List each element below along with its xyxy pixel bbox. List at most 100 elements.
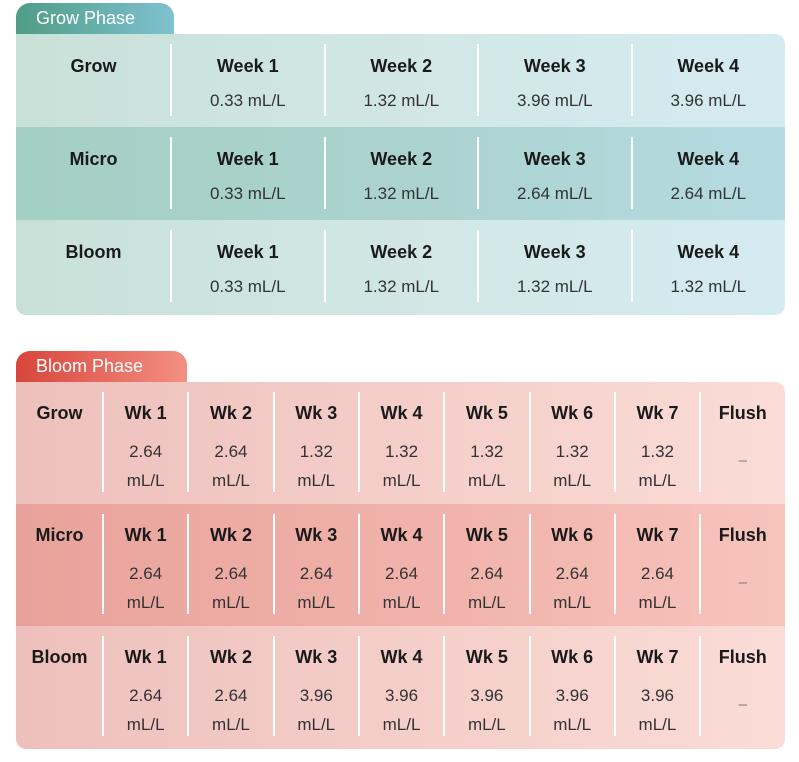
dose-value: 1.32 mL/L — [444, 437, 529, 495]
dose-amount: 2.64 — [214, 686, 248, 705]
dose-unit: mL/L — [297, 715, 336, 734]
week-cell: Week 3 2.64 mL/L — [478, 127, 632, 220]
week-cell: Week 2 1.32 mL/L — [325, 127, 479, 220]
week-label: Wk 5 — [465, 403, 508, 423]
row-name-cell: Micro — [16, 127, 171, 220]
dose-amount: 1.32 — [384, 442, 419, 461]
week-label: Week 2 — [370, 149, 433, 169]
dose-amount: 3.96 — [299, 686, 333, 705]
week-label: Week 1 — [216, 56, 279, 76]
dose-value: 3.96 mL/L — [615, 681, 700, 739]
column-divider — [613, 514, 616, 614]
week-label: Wk 2 — [209, 647, 252, 667]
empty-dash: – — [738, 452, 747, 469]
column-divider — [443, 636, 446, 736]
column-divider — [613, 392, 616, 492]
week-cell: Wk 4 1.32 mL/L — [359, 382, 444, 504]
column-divider — [699, 392, 702, 492]
dose-amount: 2.64 — [640, 564, 674, 583]
table-row: Micro Week 1 0.33 mL/L Week 2 1.32 mL/L Week … — [16, 127, 785, 220]
week-cell: Wk 6 2.64 mL/L — [530, 504, 615, 626]
table-row: Grow Week 1 0.33 mL/L Week 2 1.32 mL/L Week 3… — [16, 34, 785, 127]
empty-dash: – — [738, 574, 747, 591]
dose-unit: mL/L — [212, 715, 250, 734]
row-name: Micro — [35, 525, 84, 545]
column-divider — [187, 392, 190, 492]
dose-unit: mL/L — [126, 471, 165, 490]
dose-value: 3.96 mL/L — [530, 681, 615, 739]
row-name-cell: Bloom — [16, 220, 171, 313]
dose-value: 2.64 mL/L — [103, 559, 188, 617]
column-divider — [357, 636, 360, 736]
week-label: Week 3 — [523, 149, 586, 169]
dose-unit: mL/L — [212, 593, 250, 612]
week-label: Wk 5 — [465, 647, 508, 667]
row-name-cell: Micro — [16, 504, 103, 626]
dose-value: 1.32 mL/L — [530, 437, 615, 495]
dose-amount: 2.64 — [214, 442, 248, 461]
column-divider — [102, 514, 104, 614]
dose-value: 2.64 mL/L — [516, 184, 593, 203]
column-divider — [477, 44, 479, 116]
flush-cell: Flush – — [700, 504, 785, 626]
week-label: Week 1 — [216, 149, 279, 169]
column-divider — [170, 137, 172, 209]
week-label: Wk 4 — [380, 525, 423, 545]
dose-amount: 1.32 — [470, 442, 504, 461]
week-cell: Week 2 1.32 mL/L — [325, 220, 479, 313]
column-divider — [528, 514, 531, 614]
dose-amount: 3.96 — [384, 686, 419, 705]
week-cell: Wk 2 2.64 mL/L — [188, 504, 273, 626]
week-label: Flush — [718, 525, 767, 545]
dose-unit: mL/L — [553, 471, 592, 490]
dose-value: 1.32 mL/L — [363, 91, 440, 110]
row-name: Bloom — [65, 242, 122, 262]
dose-amount: 1.32 — [640, 442, 674, 461]
week-label: Wk 6 — [551, 647, 594, 667]
week-cell: Wk 5 1.32 mL/L — [444, 382, 529, 504]
week-cell: Week 4 2.64 mL/L — [632, 127, 786, 220]
week-label: Wk 4 — [380, 647, 423, 667]
dose-value: 1.32 mL/L — [363, 184, 440, 203]
week-label: Wk 2 — [209, 525, 252, 545]
dose-unit: mL/L — [212, 471, 250, 490]
row-name: Grow — [36, 403, 83, 423]
dose-value: 3.96 mL/L — [670, 91, 747, 110]
column-divider — [613, 636, 616, 736]
week-cell: Week 1 0.33 mL/L — [171, 220, 325, 313]
dose-value: 2.64 mL/L — [103, 681, 188, 739]
column-divider — [443, 514, 446, 614]
dose-unit: mL/L — [382, 471, 421, 490]
table-row: Bloom Week 1 0.33 mL/L Week 2 1.32 mL/L Week … — [16, 220, 785, 313]
week-cell: Wk 4 2.64 mL/L — [359, 504, 444, 626]
bloom-phase-tab: Bloom Phase — [16, 351, 187, 383]
dose-unit: mL/L — [638, 593, 677, 612]
week-cell: Week 1 0.33 mL/L — [171, 127, 325, 220]
week-cell: Wk 7 1.32 mL/L — [615, 382, 700, 504]
week-label: Week 3 — [523, 56, 586, 76]
week-label: Wk 7 — [636, 403, 679, 423]
dose-unit: mL/L — [638, 471, 677, 490]
dose-amount: 2.64 — [214, 564, 248, 583]
dose-value: 3.96 mL/L — [359, 681, 444, 739]
dose-amount: 2.64 — [129, 564, 163, 583]
week-cell: Wk 3 2.64 mL/L — [274, 504, 359, 626]
dose-value: 3.96 mL/L — [444, 681, 529, 739]
dose-value: 0.33 mL/L — [209, 184, 286, 203]
dose-unit: mL/L — [467, 471, 506, 490]
column-divider — [102, 636, 104, 736]
dose-amount: 2.64 — [384, 564, 419, 583]
column-divider — [357, 514, 360, 614]
dose-value: 2.64 mL/L — [188, 681, 273, 739]
flush-cell: Flush – — [700, 626, 785, 748]
column-divider — [187, 514, 190, 614]
week-cell: Wk 2 2.64 mL/L — [188, 626, 273, 748]
dose-value: 2.64 mL/L — [670, 184, 747, 203]
dose-amount: 1.32 — [299, 442, 333, 461]
flush-cell: Flush – — [700, 382, 785, 504]
week-label: Wk 6 — [551, 525, 594, 545]
dose-value: 2.64 mL/L — [274, 559, 359, 617]
week-label: Week 4 — [677, 149, 740, 169]
column-divider — [272, 636, 275, 736]
row-name-cell: Grow — [16, 34, 171, 127]
